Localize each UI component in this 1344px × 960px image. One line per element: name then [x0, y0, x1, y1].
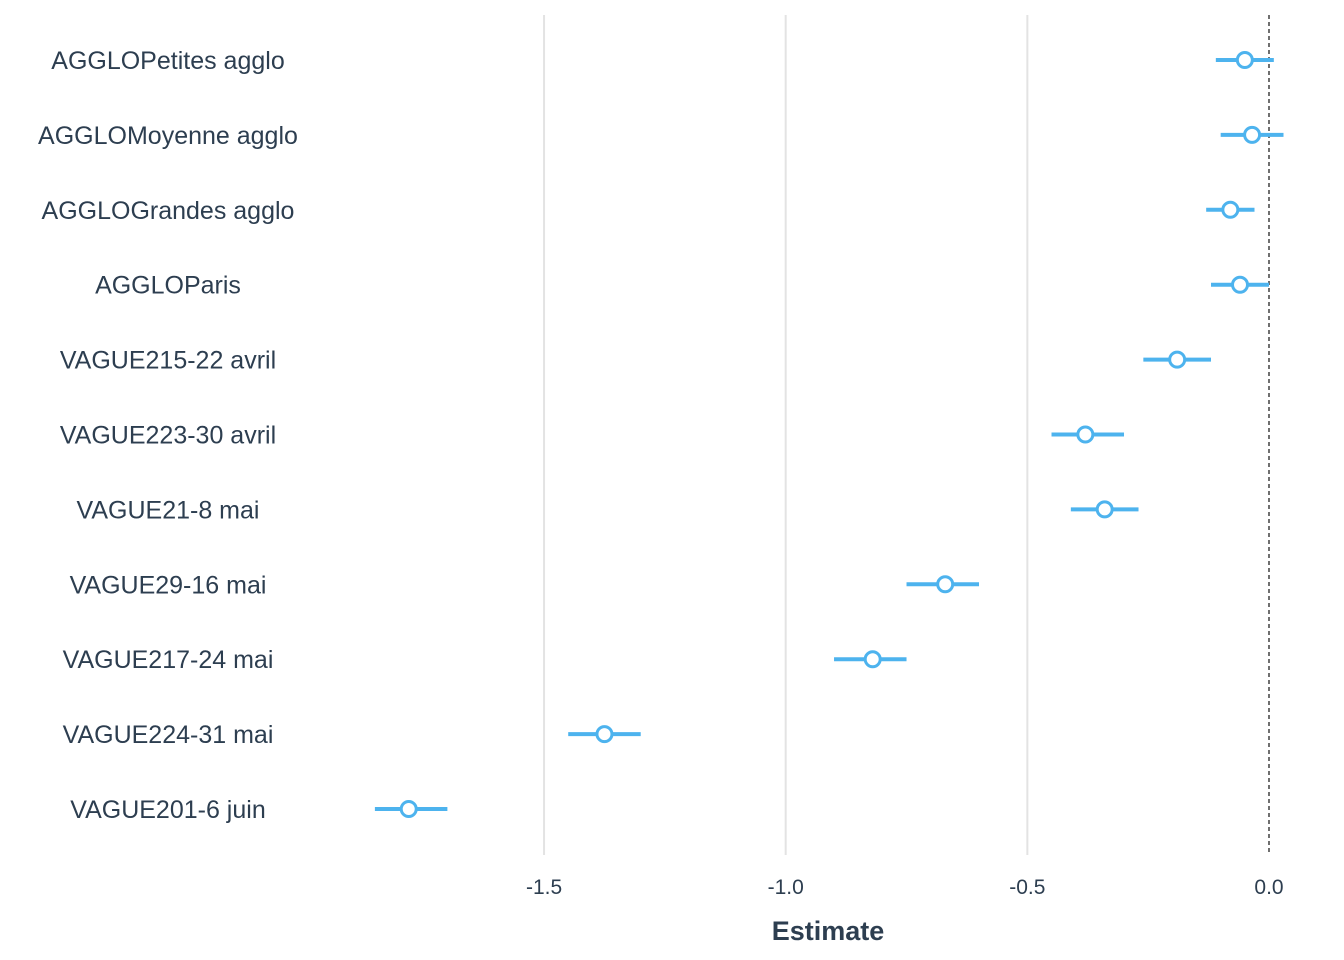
term-label: VAGUE21-8 mai — [77, 496, 260, 524]
term-label: VAGUE223-30 avril — [60, 422, 276, 450]
term-label: AGGLOPetites agglo — [51, 47, 284, 75]
term-label: AGGLOMoyenne agglo — [38, 122, 298, 150]
point-estimate — [1168, 350, 1187, 369]
point-estimate — [1095, 500, 1114, 519]
x-tick-label: -1.5 — [526, 876, 562, 899]
confidence-intervals — [374, 58, 1284, 811]
point-estimate — [1235, 51, 1254, 69]
term-label: VAGUE215-22 avril — [60, 347, 276, 375]
point-estimate — [1231, 275, 1250, 294]
term-label: AGGLOParis — [95, 272, 241, 300]
point-estimate — [595, 725, 614, 744]
gridlines — [543, 15, 1029, 855]
term-label: AGGLOGrandes agglo — [42, 197, 295, 225]
point-estimate — [1076, 425, 1095, 444]
x-tick-label: -0.5 — [1009, 876, 1045, 899]
x-axis-title: Estimate — [772, 916, 885, 946]
x-tick-label: 0.0 — [1254, 876, 1283, 899]
x-tick-label: -1.0 — [768, 876, 804, 899]
term-labels: AGGLOPetites agglo AGGLOMoyenne agglo AGGL… — [38, 47, 298, 824]
point-estimate — [936, 575, 955, 594]
point-estimates — [399, 51, 1262, 818]
term-label: VAGUE224-31 mai — [63, 721, 274, 749]
point-estimate — [863, 650, 882, 669]
point-estimate — [1221, 200, 1240, 219]
point-estimate — [1243, 125, 1262, 144]
term-label: VAGUE29-16 mai — [70, 571, 267, 599]
x-tick-labels: -1.5 -1.0 -0.5 0.0 — [526, 876, 1284, 899]
term-label: VAGUE217-24 mai — [63, 646, 274, 674]
point-estimate — [399, 800, 418, 818]
term-label: VAGUE201-6 juin — [70, 796, 265, 824]
